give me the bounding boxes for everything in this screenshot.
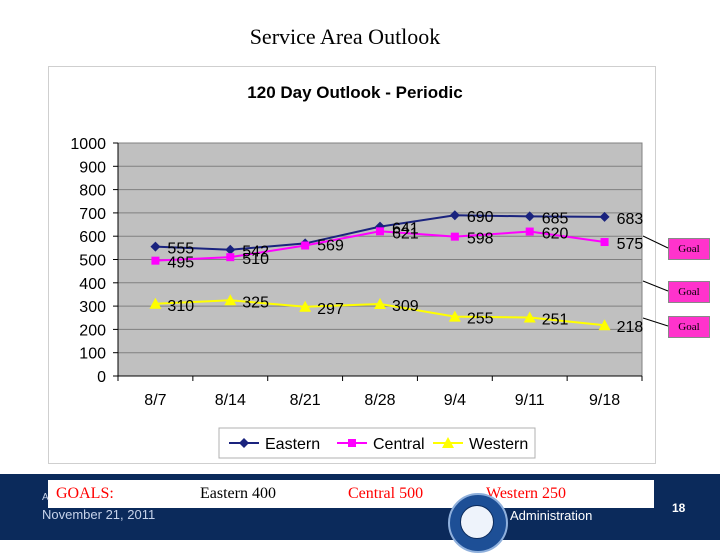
goal-callout-central: Goal [668, 281, 710, 303]
point-central [151, 256, 160, 265]
y-tick-label: 100 [79, 346, 106, 363]
x-tick-label: 8/14 [215, 392, 246, 409]
point-central [450, 232, 459, 241]
point-eastern [524, 211, 535, 222]
data-label-eastern: 685 [542, 210, 569, 227]
legend-label-central: Central [373, 436, 425, 453]
chart-title: 120 Day Outlook - Periodic [247, 83, 462, 102]
data-label-western: 251 [542, 312, 569, 329]
data-label-central: 575 [617, 236, 644, 253]
goals-label: GOALS: [56, 485, 114, 502]
legend-marker-central [348, 439, 356, 447]
goals-band [48, 480, 654, 508]
y-tick-label: 300 [79, 299, 106, 316]
data-label-central: 510 [242, 251, 269, 268]
legend-box [218, 427, 536, 459]
data-label-western: 255 [467, 311, 494, 328]
x-tick-label: 8/21 [290, 392, 321, 409]
point-central [226, 253, 235, 262]
x-tick-label: 8/7 [144, 392, 166, 409]
data-label-central: 620 [542, 226, 569, 243]
point-central [376, 227, 384, 236]
y-tick-label: 800 [79, 183, 106, 200]
point-eastern [599, 211, 610, 222]
y-tick-label: 0 [97, 369, 106, 386]
point-central [301, 241, 310, 250]
agency-seal-icon [448, 493, 508, 553]
x-tick-label: 9/18 [589, 392, 620, 409]
point-western [448, 310, 461, 322]
data-label-western: 325 [242, 294, 269, 311]
y-tick-label: 500 [79, 253, 106, 270]
y-tick-label: 1000 [70, 136, 106, 153]
line-chart: 120 Day Outlook - Periodic 0 100 200 300 400… [70, 83, 644, 459]
point-western [374, 298, 386, 310]
legend-label-western: Western [469, 436, 528, 453]
seal-center [460, 505, 494, 539]
y-tick-label: 700 [79, 206, 106, 223]
data-label-western: 218 [617, 319, 644, 336]
data-label-central: 495 [167, 255, 194, 272]
y-tick-label: 600 [79, 229, 106, 246]
page-number: 18 [672, 501, 686, 515]
data-label-eastern: 569 [317, 237, 344, 254]
data-label-eastern: 641 [392, 221, 419, 238]
goal-eastern: Eastern 400 [200, 485, 276, 502]
y-tick-label: 200 [79, 322, 106, 339]
point-western [224, 294, 237, 306]
footer-partial-text: A [42, 492, 49, 503]
legend-marker-western [442, 437, 454, 448]
y-tick-label: 400 [79, 276, 106, 293]
chart-frame: 120 Day Outlook - Periodic 0 100 200 300 400… [48, 66, 656, 464]
data-label-central: 598 [467, 231, 494, 248]
legend-label-eastern: Eastern [265, 436, 320, 453]
goal-central: Central 500 [348, 485, 424, 502]
point-western [149, 297, 162, 309]
point-western [299, 300, 312, 312]
data-label-western: 310 [167, 298, 194, 315]
point-western [598, 319, 611, 331]
data-label-eastern: 690 [467, 209, 494, 226]
point-eastern [150, 241, 161, 252]
point-western [523, 311, 536, 323]
point-eastern [449, 210, 460, 221]
data-label-eastern: 542 [242, 244, 269, 261]
point-central [525, 227, 534, 236]
goal-callout-eastern: Goal [668, 238, 710, 260]
data-label-central: 621 [392, 225, 419, 242]
slide-title: Service Area Outlook [249, 24, 441, 49]
point-central [600, 238, 609, 247]
y-tick-label: 900 [79, 159, 106, 176]
x-tick-label: 9/4 [444, 392, 466, 409]
x-tick-label: 8/28 [364, 392, 395, 409]
goal-callout-western: Goal [668, 316, 710, 338]
legend-marker-eastern [239, 438, 249, 448]
data-label-western: 309 [392, 298, 419, 315]
data-label-western: 297 [317, 301, 344, 318]
x-tick-label: 9/11 [515, 392, 545, 409]
footer-administration: Administration [510, 508, 593, 523]
data-label-eastern: 555 [167, 241, 194, 258]
footer-date: November 21, 2011 [42, 507, 156, 522]
goal-western: Western 250 [486, 485, 567, 502]
data-label-eastern: 683 [617, 211, 644, 228]
point-eastern [225, 244, 236, 255]
